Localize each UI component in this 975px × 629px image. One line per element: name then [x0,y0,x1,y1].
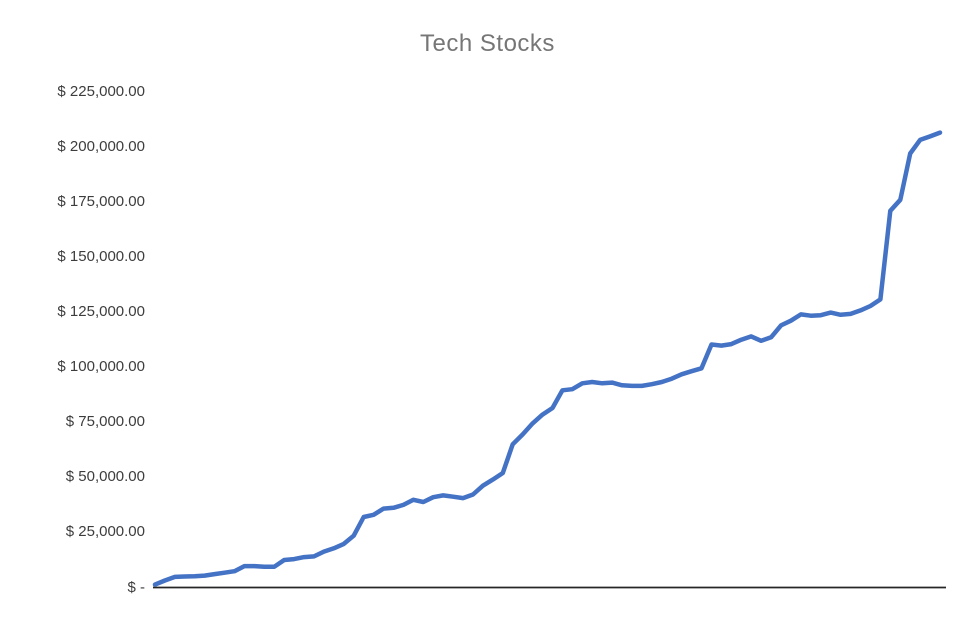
y-axis-labels: $ - $ 25,000.00 $ 50,000.00 $ 75,000.00 $ 10… [0,0,145,629]
y-axis-tick-label: $ 25,000.00 [65,523,145,541]
chart-title: Tech Stocks [420,30,555,57]
y-axis-tick-label: $ 125,000.00 [57,303,145,321]
y-axis-tick-label: $ 175,000.00 [57,193,145,210]
y-axis-tick-label: $ 100,000.00 [57,358,145,376]
tech-stocks-series-line [152,130,943,587]
y-axis-tick-label: $ 150,000.00 [57,248,145,266]
y-axis-tick-label: $ 75,000.00 [65,413,145,431]
y-axis-tick-label: $ 50,000.00 [65,468,145,486]
y-axis-tick-label: $ 225,000.00 [57,82,145,100]
y-axis-tick-label: $ - [127,578,145,596]
y-axis-tick-label: $ 200,000.00 [57,137,145,155]
